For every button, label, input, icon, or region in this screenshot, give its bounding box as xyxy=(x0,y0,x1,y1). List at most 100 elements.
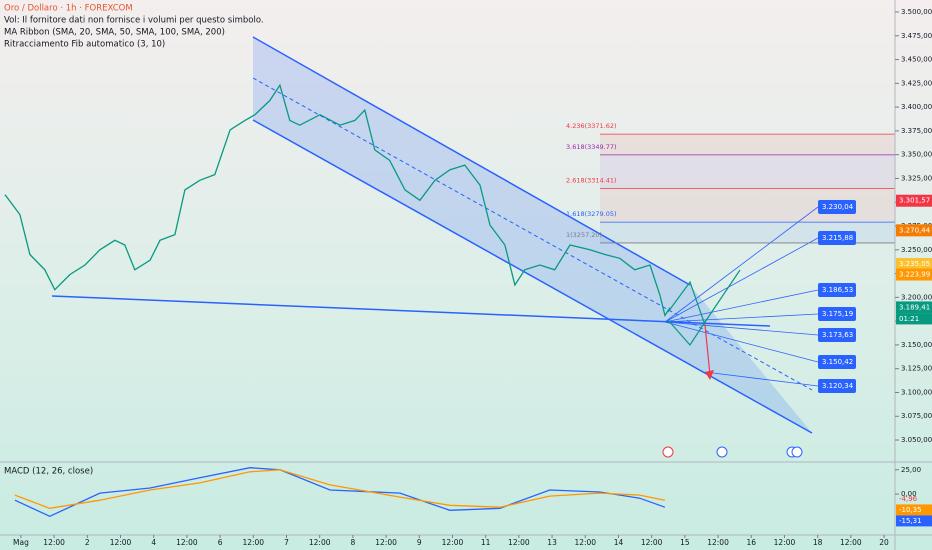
x-tick-label: 16 xyxy=(746,538,756,547)
projection-lines xyxy=(664,206,819,387)
x-tick-label: 18 xyxy=(813,538,823,547)
y-tick-label: 3.375,00 xyxy=(901,127,932,135)
channel-upper xyxy=(252,36,691,286)
value-tag-label: -15,31 xyxy=(899,517,922,525)
support-line xyxy=(51,295,771,327)
channel-fill xyxy=(253,37,812,433)
x-tick-label: 14 xyxy=(614,538,624,547)
series-line xyxy=(14,469,666,509)
countdown-box xyxy=(896,313,932,325)
fib-label: 1(3257.20) xyxy=(566,231,602,239)
value-tag xyxy=(896,515,932,527)
y-tick-label: 3.400,00 xyxy=(901,103,932,111)
x-tick-label: 12:00 xyxy=(43,538,65,547)
price-tag-label: 3.235,05 xyxy=(899,260,930,268)
indicator-label: MA Ribbon (SMA, 20, SMA, 50, SMA, 100, S… xyxy=(4,28,225,38)
y-tick-label: 0,00 xyxy=(901,490,917,498)
indicator-label: Ritracciamento Fib automatico (3, 10) xyxy=(4,40,165,50)
price-tag xyxy=(896,194,932,207)
chart-title: Oro / Dollaro · 1h · FOREXCOM xyxy=(4,4,133,14)
target-label: 3.175,19 xyxy=(822,310,853,318)
target-label: 3.215,88 xyxy=(822,234,853,242)
fib-label: 4.236(3371.62) xyxy=(566,122,617,130)
projection-zigzag xyxy=(667,280,706,326)
y-tick-label: 3.325,00 xyxy=(901,174,932,182)
x-tick-label: Mag xyxy=(13,538,29,547)
target-box xyxy=(818,200,856,214)
y-tick-label: 3.150,00 xyxy=(901,341,932,349)
price-tag-label: 3.223,99 xyxy=(899,271,930,279)
x-tick-label: 12:00 xyxy=(508,538,530,547)
x-tick-label: 12:00 xyxy=(309,538,331,547)
target-box xyxy=(818,307,856,321)
y-tick-label: 3.200,00 xyxy=(901,293,932,301)
x-tick-label: 12:00 xyxy=(574,538,596,547)
price-tag-label: 3.189,41 xyxy=(899,303,930,311)
fib-zone xyxy=(600,154,895,189)
x-tick-label: 12:00 xyxy=(840,538,862,547)
y-tick-label: 3.500,00 xyxy=(901,8,932,16)
value-tag xyxy=(896,504,932,516)
macd-title: MACD (12, 26, close) xyxy=(4,467,93,477)
x-tick-label: 13 xyxy=(547,538,557,547)
price-tag xyxy=(896,301,932,314)
channel-mid xyxy=(252,77,813,391)
target-box xyxy=(818,379,856,393)
y-tick-label: 3.100,00 xyxy=(901,388,932,396)
y-tick-label: 3.450,00 xyxy=(901,56,932,64)
target-box xyxy=(818,283,856,297)
x-tick-label: 8 xyxy=(350,538,355,547)
indicator-label: Vol: Il fornitore dati non fornisce i vo… xyxy=(4,16,264,26)
x-tick-label: 20 xyxy=(879,538,889,547)
projection-down xyxy=(704,324,711,376)
target-box xyxy=(818,231,856,245)
x-tick-label: 12:00 xyxy=(707,538,729,547)
y-tick-label: 3.250,00 xyxy=(901,246,932,254)
target-box xyxy=(818,355,856,369)
event-icon xyxy=(716,446,728,458)
x-tick-label: 4 xyxy=(151,538,156,547)
series-line xyxy=(14,467,666,518)
price-tag xyxy=(896,258,932,271)
price-pane xyxy=(4,36,895,434)
y-tick-label: 3.050,00 xyxy=(901,436,932,444)
x-tick-label: 15 xyxy=(680,538,690,547)
price-tag-label: 3.301,57 xyxy=(899,197,930,205)
price-tag-label: 3.270,44 xyxy=(899,226,931,234)
price-tag xyxy=(896,224,932,237)
target-label: 3.186,53 xyxy=(822,286,853,294)
y-tick-label: 3.350,00 xyxy=(901,151,932,159)
value-tag-label: -10,35 xyxy=(899,506,922,514)
x-tick-label: 7 xyxy=(284,538,289,547)
event-icon xyxy=(662,446,674,458)
event-icon xyxy=(791,446,803,458)
event-icons xyxy=(662,446,803,458)
x-tick-label: 12:00 xyxy=(774,538,796,547)
y-tick-label: 3.475,00 xyxy=(901,32,932,40)
x-tick-label: 12:00 xyxy=(176,538,198,547)
x-tick-label: 12:00 xyxy=(641,538,663,547)
price-tag xyxy=(896,268,932,281)
x-tick-label: 12:00 xyxy=(110,538,132,547)
x-tick-label: 2 xyxy=(85,538,90,547)
countdown: 01:21 xyxy=(899,315,919,323)
x-tick-label: 12:00 xyxy=(375,538,397,547)
y-tick-label: 3.125,00 xyxy=(901,365,932,373)
y-tick-label: 25,00 xyxy=(901,466,921,474)
target-label: 3.150,42 xyxy=(822,358,853,366)
x-tick-label: 6 xyxy=(218,538,223,547)
x-tick-label: 9 xyxy=(417,538,422,547)
target-box xyxy=(818,328,856,342)
value-tag-label: -4,96 xyxy=(899,495,918,503)
series-line xyxy=(4,83,671,318)
fib-label: 3.618(3349.77) xyxy=(566,143,617,151)
channel-lower xyxy=(252,119,813,434)
projection-up xyxy=(667,269,741,346)
target-label: 3.230,04 xyxy=(822,203,854,211)
fib-label: 2.618(3314.41) xyxy=(566,177,617,185)
x-tick-label: 12:00 xyxy=(242,538,264,547)
y-tick-label: 3.425,00 xyxy=(901,79,932,87)
